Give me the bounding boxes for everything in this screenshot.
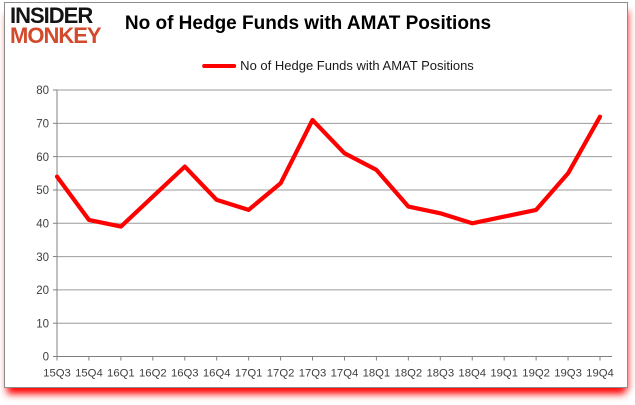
legend: No of Hedge Funds with AMAT Positions (202, 58, 474, 73)
x-tick-label: 18Q3 (426, 368, 454, 380)
x-tick-label: 18Q4 (458, 368, 486, 380)
y-tick-label: 60 (36, 152, 49, 164)
x-tick-label: 17Q4 (331, 368, 359, 380)
chart-title: No of Hedge Funds with AMAT Positions (124, 13, 492, 34)
x-tick-label: 17Q3 (299, 368, 327, 380)
legend-line-swatch (202, 63, 237, 68)
y-tick-label: 0 (43, 352, 49, 364)
x-tick-label: 18Q2 (395, 368, 423, 380)
y-tick-label: 10 (36, 318, 49, 330)
x-tick-label: 17Q2 (267, 368, 295, 380)
y-tick-label: 70 (36, 119, 49, 131)
x-tick-label: 16Q3 (171, 368, 199, 380)
y-tick-label: 20 (36, 285, 49, 297)
x-tick-label: 16Q1 (107, 368, 135, 380)
y-tick-label: 40 (36, 218, 49, 230)
insider-monkey-logo: INSIDER MONKEY (10, 3, 102, 48)
x-tick-label: 16Q2 (139, 368, 167, 380)
x-tick-label: 18Q1 (363, 368, 391, 380)
x-tick-label: 19Q1 (490, 368, 518, 380)
y-tick-label: 80 (36, 85, 49, 97)
x-tick-label: 16Q4 (203, 368, 231, 380)
logo-line-monkey: MONKEY (10, 23, 102, 48)
x-tick-label: 19Q2 (522, 368, 550, 380)
x-tick-label: 19Q4 (586, 368, 614, 380)
y-tick-label: 30 (36, 252, 49, 264)
x-tick-label: 19Q3 (554, 368, 582, 380)
legend-label: No of Hedge Funds with AMAT Positions (240, 58, 474, 73)
x-tick-label: 15Q3 (43, 368, 71, 380)
x-tick-label: 15Q4 (75, 368, 103, 380)
x-tick-label: 17Q1 (235, 368, 263, 380)
logo-line-insider: INSIDER (10, 3, 93, 28)
series-line (54, 114, 603, 229)
y-tick-label: 50 (36, 185, 49, 197)
